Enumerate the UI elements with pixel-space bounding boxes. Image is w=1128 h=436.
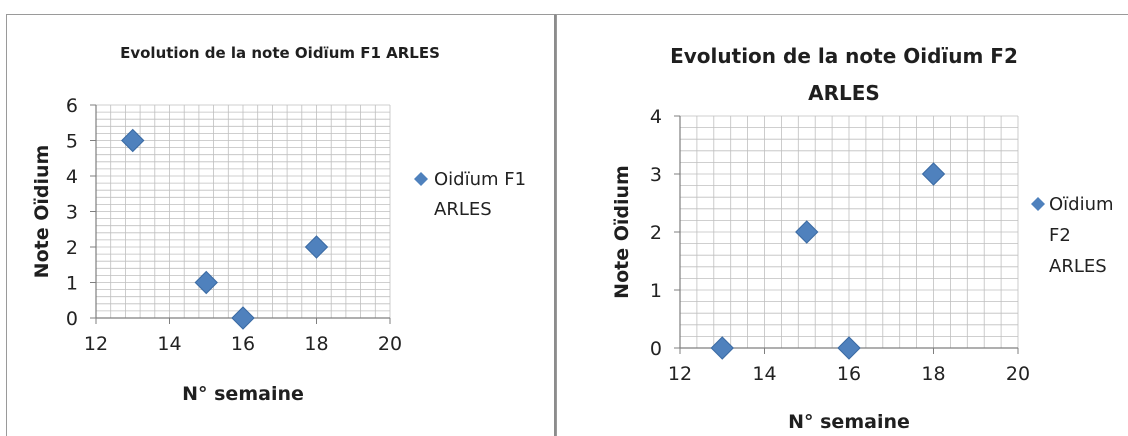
y-tick-label: 1 [66, 273, 78, 295]
data-point [231, 306, 255, 330]
legend-label: Oidïum F1 [434, 169, 526, 190]
y-tick-label: 3 [650, 164, 662, 186]
x-tick-label: 20 [378, 333, 402, 355]
legend-marker [414, 172, 428, 186]
x-tick-label: 14 [157, 333, 181, 355]
legend-label: Oïdium [1049, 194, 1114, 215]
chart-title: Evolution de la note Oidïum F1 ARLES [120, 44, 440, 62]
y-tick-label: 5 [66, 131, 78, 153]
legend-label: ARLES [434, 199, 492, 220]
legend-label: ARLES [1049, 256, 1107, 277]
grid [679, 115, 1019, 349]
x-axis-label: N° semaine [788, 411, 910, 433]
chart-frame [6, 14, 556, 436]
x-tick-label: 12 [668, 363, 692, 385]
data-point [921, 162, 946, 186]
data-point [837, 336, 861, 360]
x-tick-label: 16 [837, 363, 861, 385]
chart-panel-f2: 12 14 16 18 20 0 1 2 3 4 Evolution de la note Oidï… [556, 0, 1128, 436]
x-tick-label: 16 [231, 333, 255, 355]
chart-title: Evolution de la note Oidïum F2 [670, 44, 1018, 68]
chart-title: ARLES [808, 81, 880, 105]
y-axis-label: Note Oïdium [31, 145, 53, 279]
x-tick-label: 12 [84, 333, 108, 355]
x-tick-label: 20 [1006, 363, 1030, 385]
x-tick-label: 14 [752, 363, 776, 385]
chart-frame [556, 14, 1128, 436]
y-tick-label: 2 [650, 222, 662, 244]
y-tick-label: 4 [66, 166, 78, 188]
data-point [121, 128, 145, 153]
legend-label: F2 [1049, 225, 1071, 246]
y-tick-label: 0 [66, 308, 78, 330]
x-axis-label: N° semaine [182, 383, 304, 405]
data-point [194, 270, 218, 295]
chart-panel-f1: 12 14 16 18 20 0 1 2 3 4 5 6 Evolution de la note Oi… [0, 0, 556, 436]
y-tick-label: 0 [650, 338, 662, 360]
y-axis-label: Note Oïdium [611, 165, 633, 299]
y-tick-label: 1 [650, 280, 662, 302]
x-tick-label: 18 [304, 333, 328, 355]
data-point [304, 235, 329, 259]
y-tick-label: 3 [66, 202, 78, 224]
y-tick-label: 2 [66, 237, 78, 259]
x-tick-label: 18 [921, 363, 945, 385]
data-point [710, 336, 734, 360]
data-point [795, 220, 819, 244]
y-tick-label: 6 [66, 95, 78, 117]
y-tick-label: 4 [650, 106, 662, 128]
legend-marker [1031, 197, 1045, 211]
